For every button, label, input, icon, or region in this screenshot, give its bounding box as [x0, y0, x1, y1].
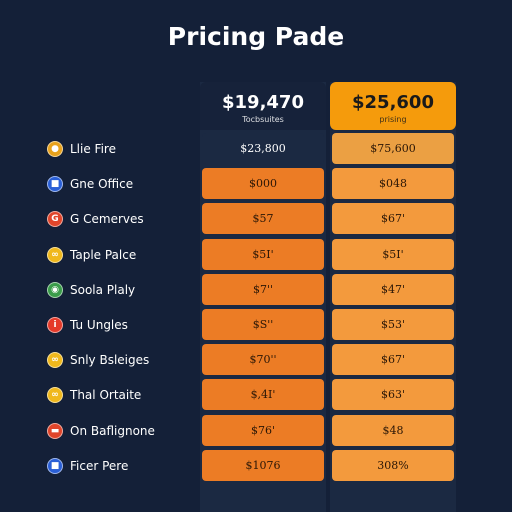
price-cell-basic: $57 — [202, 203, 324, 235]
price-cell-featured: $75,600 — [332, 133, 454, 164]
chrome-icon: ◉ — [47, 281, 63, 298]
price-cell-featured: $48 — [332, 414, 454, 446]
price-cell-featured: $47' — [332, 273, 454, 305]
row-label: ∞ Thal Ortaite — [47, 382, 141, 408]
flag-icon: ■ — [47, 176, 63, 193]
row-label: G G Cemerves — [47, 206, 144, 232]
price-cell-featured: $63' — [332, 379, 454, 411]
row-label-text: Tu Ungles — [70, 318, 128, 332]
price-cell-basic: $5I' — [202, 238, 324, 270]
price-cell-featured: $67' — [332, 344, 454, 376]
row-label: ● Llie Fire — [47, 136, 116, 162]
row-label-text: Taple Palce — [70, 247, 137, 262]
info-icon: i — [47, 317, 63, 333]
row-label-text: Gne Office — [70, 177, 134, 192]
price-cell-basic: $000 — [202, 168, 324, 200]
mask-icon: ▬ — [47, 422, 63, 439]
g-logo-icon: G — [47, 211, 63, 228]
price-cell-basic: $S'' — [202, 309, 324, 340]
row-label-text: Snly Bsleiges — [70, 353, 150, 368]
plan-header-basic[interactable]: $19,470 Tocbsuites — [200, 82, 326, 130]
price-cell-basic: $76' — [202, 414, 324, 446]
page-title: Pricing Pade — [167, 22, 345, 51]
row-label-text: On Baflignone — [70, 423, 155, 438]
row-label: ■ Ficer Pere — [47, 453, 128, 479]
row-label: ■ Gne Office — [47, 171, 133, 197]
row-label: ∞ Snly Bsleiges — [47, 347, 149, 373]
plan-header-featured[interactable]: $25,600 prising — [330, 82, 456, 130]
price-cell-featured: $53' — [332, 309, 454, 340]
row-label: ◉ Soola Plaly — [47, 277, 135, 303]
price-cell-basic: $7'' — [202, 273, 324, 305]
price-cell-basic: $,4I' — [202, 379, 324, 411]
flag-icon: ■ — [47, 457, 63, 474]
row-label-text: Llie Fire — [70, 142, 116, 156]
price-cell-featured: 308% — [332, 449, 454, 481]
plan-subtitle: Tocbsuites — [242, 115, 284, 124]
glasses-icon: ∞ — [47, 352, 63, 369]
row-label: ∞ Taple Palce — [47, 242, 136, 268]
price-cell-basic: $23,800 — [202, 133, 324, 164]
row-label: i Tu Ungles — [47, 312, 128, 338]
glasses-icon: ∞ — [47, 246, 63, 263]
row-label-text: Soola Plaly — [70, 282, 136, 297]
plan-price: $25,600 — [352, 92, 434, 113]
sunglasses-icon: ● — [47, 141, 63, 157]
row-label-text: G Cemerves — [70, 212, 144, 227]
price-cell-featured: $048 — [332, 168, 454, 200]
price-cell-basic: $70'' — [202, 344, 324, 376]
row-label: ▬ On Baflignone — [47, 418, 155, 444]
row-label-text: Ficer Pere — [70, 458, 129, 473]
plan-subtitle: prising — [379, 115, 407, 124]
glasses-icon: ∞ — [47, 387, 63, 404]
plan-price: $19,470 — [222, 92, 304, 113]
price-cell-featured: $67' — [332, 203, 454, 235]
row-label-text: Thal Ortaite — [70, 388, 142, 403]
price-cell-featured: $5I' — [332, 238, 454, 270]
price-cell-basic: $1076 — [202, 449, 324, 481]
